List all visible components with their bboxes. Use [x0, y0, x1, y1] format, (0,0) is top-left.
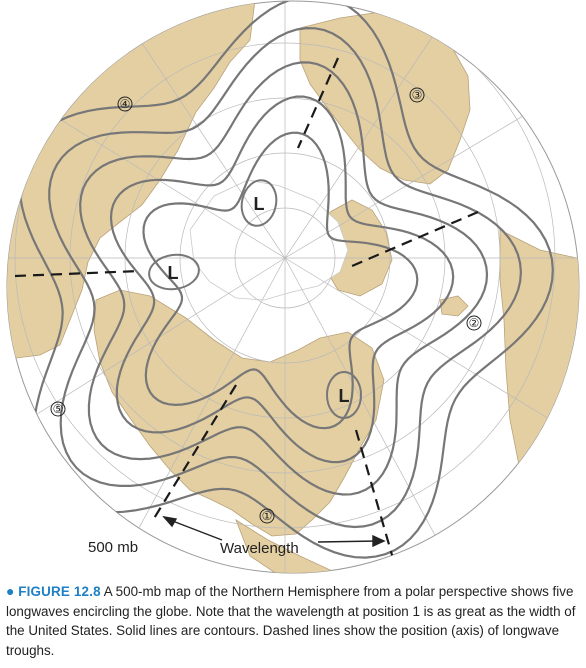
- low-label-1: L: [254, 194, 265, 214]
- position-marker-4: [117, 96, 133, 112]
- position-marker-1: [259, 508, 275, 524]
- low-center-2: [148, 253, 200, 291]
- contour-line-5: [18, 1, 554, 559]
- contour-line-3: [79, 61, 489, 496]
- caption-bullet: ●: [6, 583, 15, 599]
- low-pressure-centers: L L L: [148, 179, 362, 419]
- trough-axis-5: [14, 269, 141, 278]
- position-marker-5: [50, 401, 66, 417]
- position-marker-2: [466, 315, 482, 331]
- low-label-3: L: [339, 386, 350, 406]
- position-label-1: ①: [262, 509, 273, 523]
- wavelength-label: Wavelength: [220, 540, 299, 557]
- position-label-5: ⑤: [53, 402, 64, 416]
- trough-axes: [14, 57, 479, 563]
- figure-caption: ● FIGURE 12.8 A 500-mb map of the Northe…: [6, 582, 580, 660]
- low-center-3: [326, 371, 362, 419]
- figure-label: FIGURE 12.8: [18, 584, 101, 599]
- trough-axis-4: [152, 384, 237, 521]
- hemisphere-map: Wavelength L L L ① ② ③ ④ ⑤ 500 mb: [6, 0, 580, 574]
- contour-line-1: [142, 131, 419, 430]
- contour-line-4: [48, 26, 523, 529]
- trough-axis-3: [354, 429, 396, 563]
- wavelength-arrow: [162, 515, 386, 548]
- low-center-1: [240, 179, 278, 227]
- position-label-2: ②: [469, 316, 480, 330]
- position-label-4: ④: [120, 97, 131, 111]
- position-label-3: ③: [412, 88, 423, 102]
- position-marker-3: [409, 87, 425, 103]
- trough-axis-1: [296, 57, 340, 149]
- caption-text: A 500-mb map of the Northern Hemisphere …: [6, 584, 576, 658]
- position-markers: ① ② ③ ④ ⑤: [50, 87, 482, 524]
- low-label-2: L: [168, 263, 179, 283]
- trough-axis-2: [351, 210, 479, 268]
- level-label: 500 mb: [88, 539, 138, 556]
